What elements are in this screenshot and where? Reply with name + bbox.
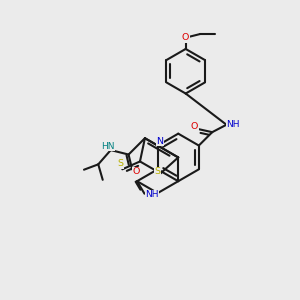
- Text: NH: NH: [146, 190, 159, 199]
- Text: O: O: [133, 167, 140, 176]
- Text: O: O: [146, 191, 154, 200]
- Text: O: O: [191, 122, 198, 131]
- Text: N: N: [157, 136, 164, 146]
- Text: O: O: [182, 33, 189, 42]
- Text: NH: NH: [226, 120, 240, 129]
- Text: S: S: [118, 160, 124, 169]
- Text: HN: HN: [101, 142, 115, 151]
- Text: S: S: [154, 167, 160, 176]
